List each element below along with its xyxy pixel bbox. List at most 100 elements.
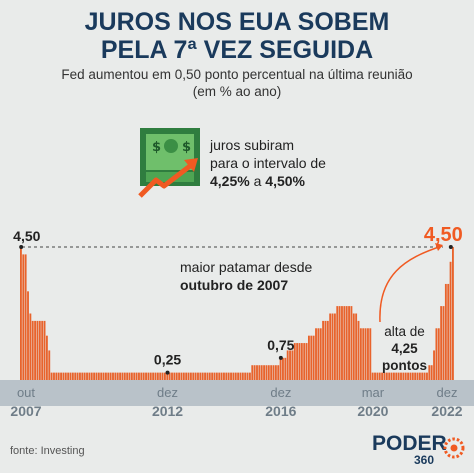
rise-annotation: alta de 4,25 pontos (382, 323, 427, 374)
bar (114, 372, 117, 380)
bar (400, 372, 402, 380)
bar (55, 372, 58, 380)
bar (270, 365, 273, 380)
bar (374, 372, 376, 380)
callout-line-1: juros subiram (210, 137, 295, 153)
bar (90, 372, 93, 380)
bar (206, 372, 209, 380)
bar (322, 320, 325, 380)
bar (164, 372, 166, 380)
bar (140, 372, 143, 380)
bar (95, 372, 98, 380)
annotation-rise-line-2: 4,25 (391, 341, 418, 356)
bar (324, 320, 327, 380)
bar (253, 365, 256, 380)
bar (223, 372, 225, 380)
bar (237, 372, 240, 380)
bar (418, 372, 421, 380)
bar (331, 313, 334, 380)
bar (168, 372, 171, 380)
bar (341, 306, 343, 380)
bar (241, 372, 244, 380)
bar (211, 372, 214, 380)
logo-number: 360 (414, 453, 434, 467)
bar (444, 283, 447, 380)
bar (133, 372, 136, 380)
bar (97, 372, 100, 380)
bar (300, 343, 303, 380)
bar (308, 335, 310, 380)
bar (149, 372, 152, 380)
bar (220, 372, 223, 380)
bar (312, 335, 315, 380)
bar (381, 372, 384, 380)
bar (414, 372, 417, 380)
bar (178, 372, 181, 380)
bar (305, 343, 308, 380)
bar-series (20, 247, 454, 380)
bar (225, 372, 228, 380)
bar (291, 350, 294, 380)
callout-from: 4,25% (210, 173, 250, 189)
bar (128, 372, 131, 380)
subtitle-line-1: Fed aumentou em 0,50 ponto percentual na… (61, 67, 413, 82)
bar (60, 372, 62, 380)
bar (416, 372, 419, 380)
rise-arrowhead (435, 243, 443, 251)
bar (274, 365, 277, 380)
bar (426, 372, 428, 380)
sunburst-icon (443, 437, 465, 459)
bar (187, 372, 190, 380)
bar (116, 372, 119, 380)
bar (246, 372, 249, 380)
bar (371, 372, 374, 380)
bar (24, 254, 27, 380)
bar (338, 306, 341, 380)
bar (390, 372, 393, 380)
bar (152, 372, 155, 380)
bar (194, 372, 197, 380)
svg-text:$: $ (152, 140, 161, 155)
bar (357, 320, 360, 380)
bar (43, 320, 46, 380)
title-line-2: PELA 7ª VEZ SEGUIDA (100, 36, 374, 64)
x-tick-month: dez (437, 385, 458, 400)
bar (385, 372, 388, 380)
bar (159, 372, 162, 380)
bar (397, 372, 400, 380)
bar (409, 372, 412, 380)
bar (383, 372, 386, 380)
bar (248, 372, 251, 380)
bar (74, 372, 77, 380)
bar (53, 372, 55, 380)
bar (20, 247, 22, 380)
bar (260, 365, 263, 380)
bar (350, 306, 353, 380)
money-icon: $ $ (140, 128, 200, 186)
bar (437, 328, 440, 380)
bar (31, 320, 34, 380)
bar (392, 372, 395, 380)
bar (22, 254, 25, 380)
bar (319, 328, 322, 380)
bar (182, 372, 185, 380)
bar (378, 372, 381, 380)
bar (258, 365, 261, 380)
bar (185, 372, 188, 380)
bar (279, 357, 282, 380)
bar (192, 372, 195, 380)
bar (123, 372, 126, 380)
bar (267, 365, 270, 380)
callout-connector: a (249, 173, 266, 189)
value-label: 0,75 (267, 337, 294, 353)
bar (333, 313, 336, 380)
bar (407, 372, 410, 380)
annotation-max-line-1: maior patamar desde (180, 259, 313, 275)
bar (27, 291, 29, 380)
bar (76, 372, 79, 380)
bar (41, 320, 44, 380)
bar (404, 372, 407, 380)
value-label: 0,25 (154, 352, 181, 368)
bar (395, 372, 398, 380)
bar (310, 335, 313, 380)
